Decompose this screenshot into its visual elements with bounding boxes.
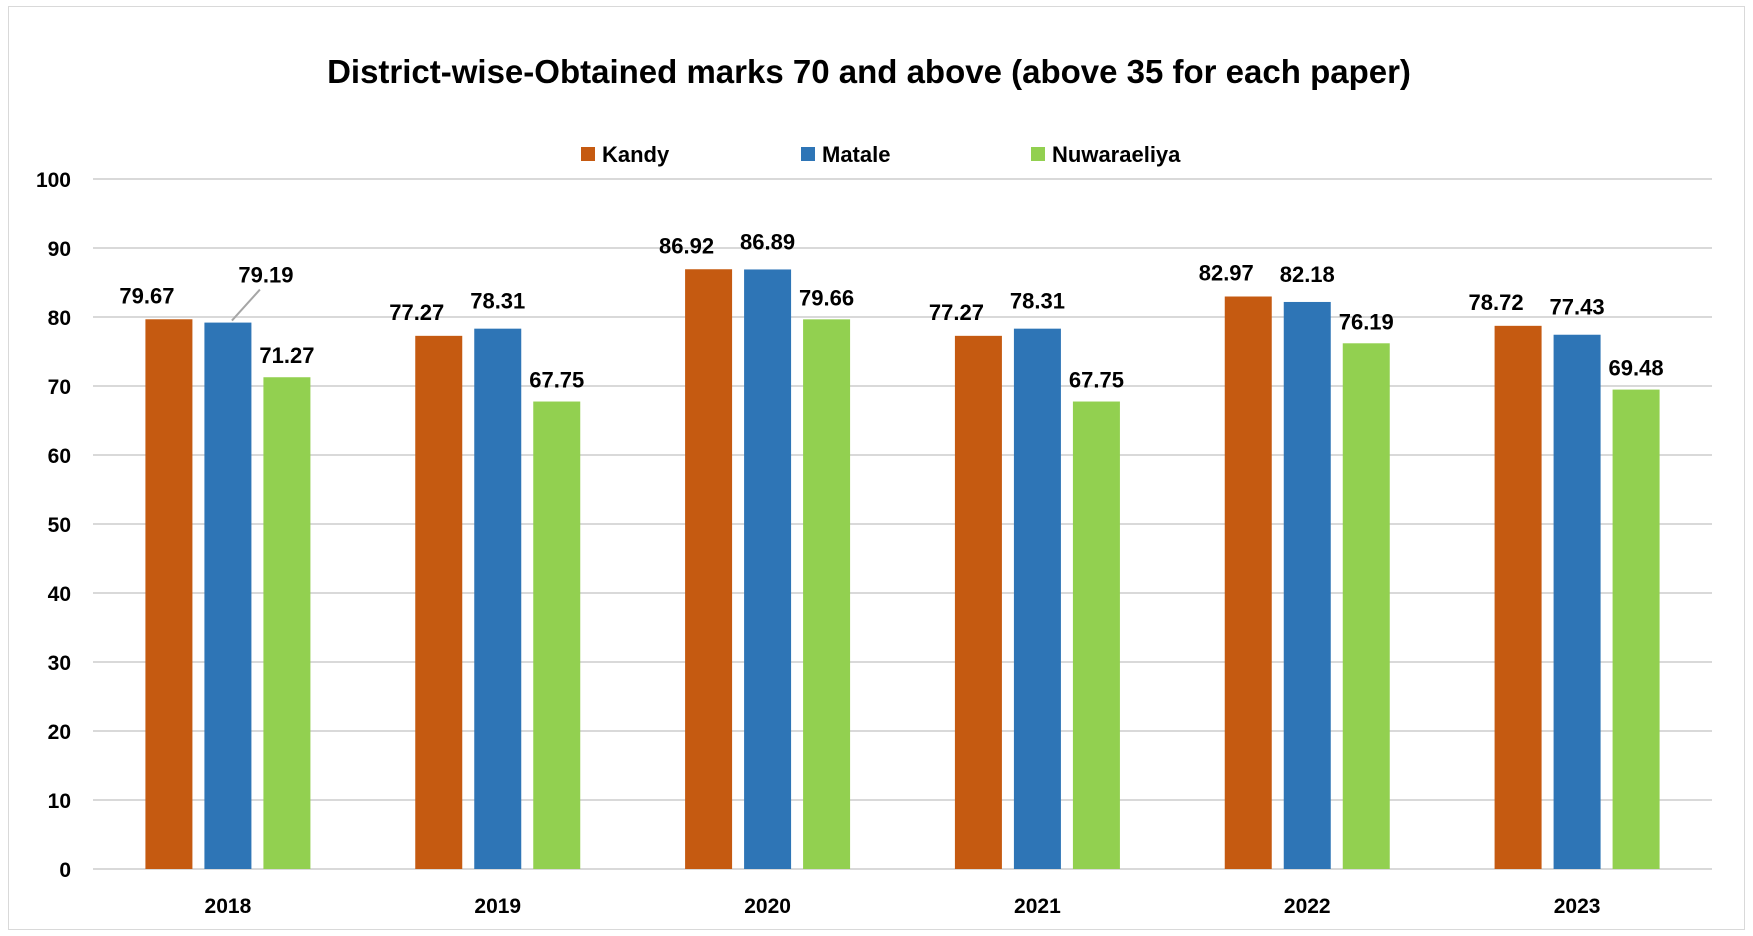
data-label-kandy-2023: 78.72 (1469, 290, 1524, 315)
data-label-matale-2018: 79.19 (238, 263, 293, 288)
y-tick-label-20: 20 (48, 721, 71, 744)
bar-matale-2020 (744, 269, 792, 870)
x-tick-label-2020: 2020 (744, 895, 791, 918)
x-tick-label-2022: 2022 (1284, 895, 1331, 918)
bar-matale-2018 (204, 322, 252, 869)
bar-chart: District-wise-Obtained marks 70 and abov… (36, 53, 1712, 918)
legend: Kandy Matale Nuwaraeliya (581, 142, 1181, 167)
y-tick-label-80: 80 (48, 307, 71, 330)
chart-title: District-wise-Obtained marks 70 and abov… (327, 53, 1411, 90)
data-label-nuwaraeliya-2019: 67.75 (529, 368, 584, 393)
bar-kandy-2019 (415, 335, 463, 869)
bar-kandy-2023 (1494, 325, 1542, 869)
data-label-nuwaraeliya-2023: 69.48 (1609, 356, 1664, 381)
data-label-matale-2021: 78.31 (1010, 289, 1065, 314)
data-label-kandy-2019: 77.27 (389, 300, 444, 325)
bar-nuwaraeliya-2022 (1342, 343, 1390, 869)
x-axis-tick-labels: 2018 2019 2020 2021 2022 2023 (205, 895, 1601, 918)
legend-swatch-nuwaraeliya (1031, 147, 1045, 161)
bar-matale-2023 (1553, 334, 1601, 869)
x-tick-label-2018: 2018 (205, 895, 252, 918)
legend-swatch-matale (801, 147, 815, 161)
y-tick-label-30: 30 (48, 652, 71, 675)
x-tick-label-2019: 2019 (474, 895, 521, 918)
bars (145, 269, 1660, 870)
y-axis-tick-labels: 0 10 20 30 40 50 60 70 80 90 100 (36, 169, 71, 882)
x-tick-label-2023: 2023 (1554, 895, 1601, 918)
y-tick-label-0: 0 (59, 859, 71, 882)
bar-kandy-2018 (145, 319, 193, 870)
data-label-kandy-2018: 79.67 (119, 283, 174, 308)
bar-nuwaraeliya-2019 (533, 401, 581, 869)
bar-nuwaraeliya-2021 (1072, 401, 1120, 869)
chart-frame: District-wise-Obtained marks 70 and abov… (8, 6, 1745, 930)
bar-matale-2019 (474, 328, 522, 869)
data-label-nuwaraeliya-2018: 71.27 (259, 343, 314, 368)
legend-label-matale: Matale (822, 142, 890, 167)
bar-kandy-2022 (1224, 296, 1272, 870)
legend-label-nuwaraeliya: Nuwaraeliya (1052, 142, 1181, 167)
legend-label-kandy: Kandy (602, 142, 670, 167)
data-label-nuwaraeliya-2022: 76.19 (1339, 309, 1394, 334)
data-label-matale-2019: 78.31 (470, 289, 525, 314)
y-tick-label-70: 70 (48, 376, 71, 399)
data-labels: 79.67 79.19 71.27 77.27 78.31 67.75 86.92 86.89… (119, 229, 1663, 392)
data-label-nuwaraeliya-2020: 79.66 (799, 285, 854, 310)
data-label-matale-2023: 77.43 (1550, 295, 1605, 320)
bar-kandy-2020 (685, 269, 733, 869)
bar-nuwaraeliya-2018 (263, 377, 311, 869)
bar-nuwaraeliya-2020 (803, 319, 851, 869)
bar-matale-2022 (1283, 301, 1331, 869)
bar-kandy-2021 (954, 335, 1002, 869)
y-tick-label-100: 100 (36, 169, 71, 192)
y-tick-label-90: 90 (48, 238, 71, 261)
gridlines (93, 178, 1712, 870)
bar-matale-2021 (1013, 328, 1061, 869)
y-tick-label-60: 60 (48, 445, 71, 468)
data-label-matale-2022: 82.18 (1280, 262, 1335, 287)
data-label-kandy-2021: 77.27 (929, 300, 984, 325)
data-label-kandy-2020: 86.92 (659, 233, 714, 258)
y-tick-label-10: 10 (48, 790, 71, 813)
y-tick-label-40: 40 (48, 583, 71, 606)
y-tick-label-50: 50 (48, 514, 71, 537)
data-label-matale-2020: 86.89 (740, 229, 795, 254)
x-tick-label-2021: 2021 (1014, 895, 1061, 918)
legend-swatch-kandy (581, 147, 595, 161)
data-label-kandy-2022: 82.97 (1199, 261, 1254, 286)
bar-nuwaraeliya-2023 (1612, 389, 1660, 869)
data-label-leader-line (231, 288, 261, 322)
data-label-nuwaraeliya-2021: 67.75 (1069, 368, 1124, 393)
